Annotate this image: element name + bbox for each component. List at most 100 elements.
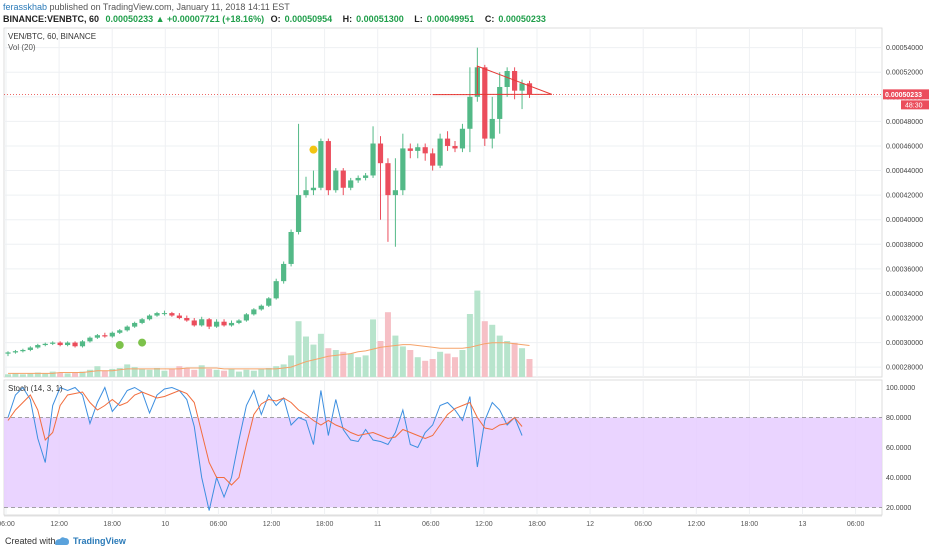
- candle-body: [57, 342, 63, 346]
- candle-body: [452, 145, 458, 149]
- candle-body: [258, 305, 264, 310]
- close-label: C:: [484, 14, 495, 24]
- x-tick-label: 06:00: [422, 521, 440, 528]
- volume-bar: [243, 369, 250, 377]
- volume-bar: [392, 335, 399, 377]
- volume-bar: [459, 350, 466, 377]
- candle-body: [444, 138, 451, 146]
- volume-bar: [109, 368, 116, 377]
- author-link[interactable]: ferasskhab: [3, 2, 48, 12]
- candle-body: [65, 342, 71, 346]
- volume-bar: [34, 372, 41, 377]
- candle-body: [184, 318, 190, 321]
- volume-bar: [340, 351, 347, 377]
- ohlc-legend: BINANCE:VENBTC, 60 0.00050233 ▲ +0.00007…: [3, 13, 554, 25]
- countdown-tag: [901, 100, 929, 110]
- candle-body: [377, 143, 384, 164]
- volume-bar: [399, 346, 406, 377]
- volume-bar: [161, 370, 168, 377]
- volume-bar: [228, 368, 235, 377]
- tradingview-brand[interactable]: TradingView: [73, 536, 126, 546]
- volume-bar: [347, 353, 354, 377]
- candle-body: [161, 313, 168, 315]
- volume-bar: [511, 342, 518, 377]
- volume-bar: [280, 364, 287, 377]
- volume-bar: [519, 348, 526, 377]
- y-tick-label: 0.00032000: [886, 316, 923, 323]
- chart-canvas[interactable]: 0.000540000.000520000.000500000.00048000…: [0, 26, 932, 533]
- volume-bar: [206, 368, 213, 377]
- triangle-drawing[interactable]: [476, 65, 553, 95]
- volume-bar: [429, 359, 436, 377]
- volume-bar: [526, 359, 533, 377]
- stoch-y-tick-label: 100.0000: [886, 385, 915, 392]
- candle-body: [325, 141, 331, 191]
- volume-bar: [116, 368, 123, 377]
- x-tick-label: 11: [374, 521, 381, 528]
- volume-bar: [466, 314, 473, 377]
- candle-body: [124, 326, 130, 331]
- stoch-y-tick-label: 80.0000: [886, 415, 911, 422]
- volume-bar: [191, 369, 198, 377]
- candle-body: [94, 335, 100, 338]
- candle-body: [363, 175, 369, 178]
- candle-body: [42, 343, 48, 346]
- x-tick-label: 12:00: [263, 521, 281, 528]
- volume-bar: [94, 366, 101, 377]
- stoch-title: Stoch (14, 3, 1): [8, 384, 63, 393]
- volume-bar: [146, 369, 153, 377]
- candle-body: [385, 163, 391, 196]
- volume-bar: [86, 369, 93, 377]
- candle-body: [400, 148, 406, 191]
- y-tick-label: 0.00038000: [886, 242, 923, 249]
- x-tick-label: 12:00: [50, 521, 68, 528]
- volume-bar: [332, 350, 339, 377]
- candle-body: [273, 281, 279, 299]
- low-value: 0.00049951: [426, 14, 475, 24]
- candle-body: [504, 71, 510, 87]
- volume-bar: [49, 371, 56, 377]
- volume-bar: [489, 324, 496, 377]
- volume-label: Vol (20): [8, 43, 36, 52]
- volume-bar: [504, 341, 511, 377]
- candle-body: [467, 96, 473, 129]
- volume-bar: [64, 373, 71, 377]
- volume-bar: [42, 373, 49, 377]
- y-tick-label: 0.00048000: [886, 119, 923, 126]
- volume-bar: [183, 368, 190, 377]
- volume-bar: [235, 371, 242, 377]
- open-label: O:: [270, 14, 281, 24]
- y-tick-label: 0.00054000: [886, 45, 923, 52]
- x-tick-label: 06:00: [634, 521, 652, 528]
- candle-body: [35, 345, 41, 348]
- candle-body: [132, 322, 138, 327]
- volume-bar: [124, 364, 131, 377]
- volume-bar: [176, 366, 183, 377]
- volume-bar: [198, 365, 205, 377]
- stoch-band: [4, 417, 882, 508]
- volume-bar: [407, 350, 414, 377]
- signal-marker: [309, 145, 318, 154]
- stoch-y-tick-label: 40.0000: [886, 475, 911, 482]
- candle-body: [266, 298, 272, 306]
- volume-bar: [131, 367, 138, 377]
- y-tick-label: 0.00052000: [886, 70, 923, 77]
- x-tick-label: 12: [586, 521, 594, 528]
- candle-body: [102, 335, 108, 337]
- candle-body: [251, 309, 257, 315]
- candle-body: [340, 170, 346, 188]
- candle-body: [526, 83, 533, 95]
- volume-bar: [325, 348, 332, 377]
- volume-bar: [12, 373, 19, 377]
- volume-bar: [444, 353, 451, 377]
- volume-bar: [79, 371, 86, 377]
- candle-body: [169, 313, 175, 316]
- chart-title: VEN/BTC, 60, BINANCE: [8, 32, 96, 41]
- candle-body: [288, 231, 294, 264]
- candle-body: [295, 195, 302, 232]
- candle-body: [236, 320, 242, 323]
- stoch-y-tick-label: 20.0000: [886, 505, 911, 512]
- volume-bar: [72, 372, 79, 377]
- volume-bar: [221, 370, 228, 377]
- volume-bar: [303, 336, 309, 377]
